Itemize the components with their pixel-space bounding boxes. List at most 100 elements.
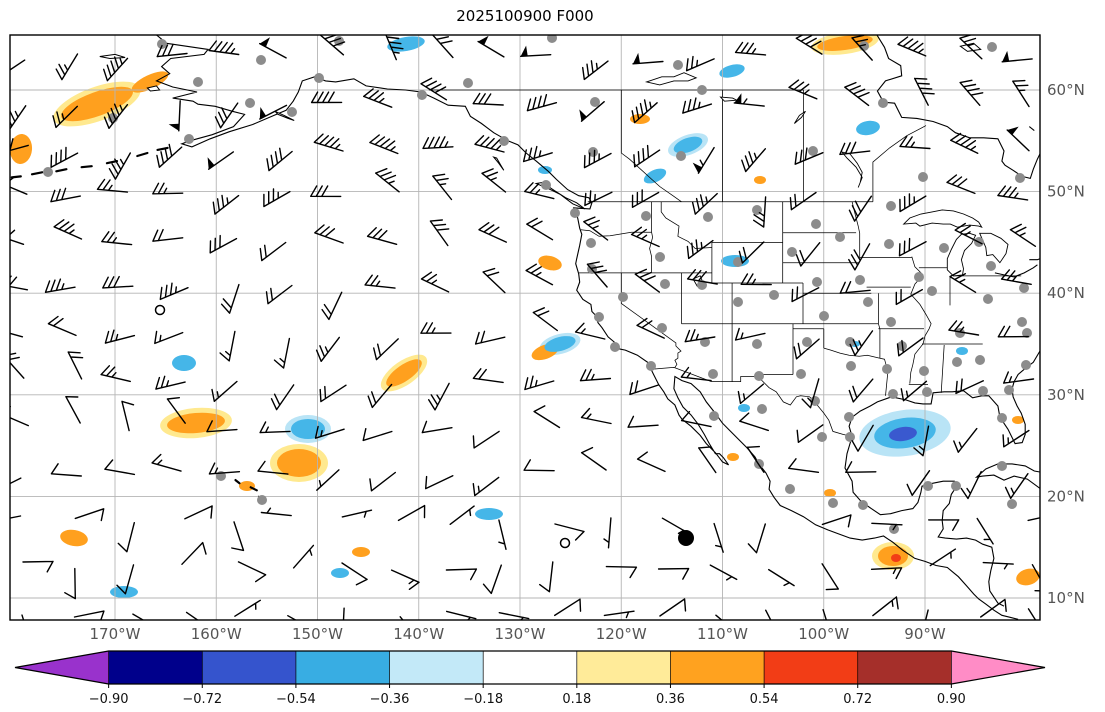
wind-barb: [184, 505, 213, 520]
chart-title: 2025100900 F000: [456, 7, 593, 25]
station-dot: [884, 239, 894, 249]
coastline: [1028, 126, 1035, 132]
wind-barb-pennant: [259, 107, 266, 119]
station-dot: [986, 261, 996, 271]
wind-barb: [10, 176, 28, 195]
island-chain: [249, 486, 258, 492]
x-tick-label: 140°W: [393, 625, 444, 643]
political-border: [580, 229, 652, 237]
anomaly-patch: [475, 508, 503, 520]
political-border: [650, 367, 853, 437]
axis-labels-layer: 170°W 160°W 150°W 140°W 130°W 120°W 110°W 100°W…: [90, 81, 1085, 643]
station-dot: [863, 297, 873, 307]
political-border: [620, 272, 682, 368]
station-dot: [983, 294, 993, 304]
station-dot: [817, 432, 827, 442]
wind-barb: [212, 194, 240, 215]
wind-barb: [314, 425, 345, 439]
wind-barb: [259, 42, 287, 59]
wind-barb: [738, 241, 765, 264]
wind-barb: [50, 187, 81, 203]
wind-barb: [520, 54, 552, 57]
y-tick-label: 10°N: [1047, 589, 1085, 607]
wind-barb: [997, 325, 1029, 338]
station-dot: [886, 201, 896, 211]
coastline: [155, 35, 1019, 620]
wind-barb: [896, 337, 924, 357]
wind-barb: [259, 241, 287, 262]
anomaly-patch: [239, 481, 255, 491]
wind-barb: [472, 368, 504, 384]
station-dot: [918, 172, 928, 182]
anomaly-patch: [386, 359, 422, 387]
wind-barb: [482, 267, 506, 294]
station-dot: [646, 361, 656, 371]
wind-barb: [375, 168, 400, 193]
y-tick-label: 30°N: [1047, 386, 1085, 404]
wind-barb: [657, 567, 690, 580]
island-chain: [105, 160, 119, 165]
wind-barb: [630, 226, 660, 248]
wind-barb: [849, 330, 874, 356]
wind-barb: [292, 544, 315, 569]
wind-barb: [315, 336, 340, 362]
wind-barb: [366, 227, 398, 245]
station-dot: [844, 412, 854, 422]
wind-barb-pennant: [168, 123, 180, 131]
x-tick-label: 100°W: [798, 625, 849, 643]
wind-barb: [211, 380, 238, 402]
wind-barb: [100, 365, 131, 383]
wind-barb: [263, 188, 291, 208]
wind-barb: [580, 407, 612, 425]
station-dot: [655, 252, 665, 262]
wind-barb: [155, 375, 186, 390]
station-dot: [1019, 283, 1029, 293]
political-border: [878, 293, 881, 359]
wind-barb: [313, 133, 344, 152]
wind-barb: [686, 269, 718, 285]
wind-barb: [369, 471, 396, 492]
wind-barbs-layer: [10, 35, 1040, 620]
wind-barb: [525, 263, 554, 286]
wind-barb: [851, 35, 873, 61]
political-border: [940, 344, 945, 393]
colorbar-tick-label: 0.18: [562, 692, 591, 707]
station-dot: [886, 317, 896, 327]
wind-barb: [385, 35, 404, 61]
wind-barb: [1003, 371, 1035, 384]
station-dot: [927, 286, 937, 296]
colorbar-over-arrow: [951, 651, 1045, 684]
wind-barb: [524, 375, 555, 391]
wind-barb-pennant: [579, 109, 587, 122]
wind-barb: [101, 231, 133, 246]
anomaly-patch: [824, 489, 836, 497]
anomaly-patch: [544, 336, 576, 352]
wind-barb: [1027, 608, 1037, 620]
wind-barb: [214, 102, 239, 129]
anomaly-patch: [754, 176, 766, 184]
y-tick-label: 40°N: [1047, 284, 1085, 302]
wind-barb: [178, 100, 181, 132]
wind-barb: [685, 55, 715, 72]
wind-barb: [74, 508, 105, 522]
colorbar-segment: [670, 651, 765, 684]
wind-barb: [801, 378, 820, 409]
island-outline: [146, 85, 161, 92]
wind-barb: [1000, 269, 1032, 285]
wind-barb: [206, 420, 238, 433]
wind-barb: [154, 330, 184, 345]
wind-barb: [788, 458, 820, 473]
wind-barb: [895, 288, 923, 306]
wind-barb: [117, 522, 135, 553]
wind-barb: [273, 337, 291, 369]
open-circle-marker: [559, 537, 571, 549]
island-outline: [274, 110, 295, 121]
wind-barb: [680, 366, 712, 382]
wind-barb: [948, 320, 980, 336]
station-dot: [733, 257, 743, 267]
wind-barb: [341, 509, 373, 518]
station-dot: [785, 484, 795, 494]
anomaly-patch: [719, 64, 745, 78]
wind-barb: [532, 307, 558, 332]
political-border: [872, 125, 927, 202]
